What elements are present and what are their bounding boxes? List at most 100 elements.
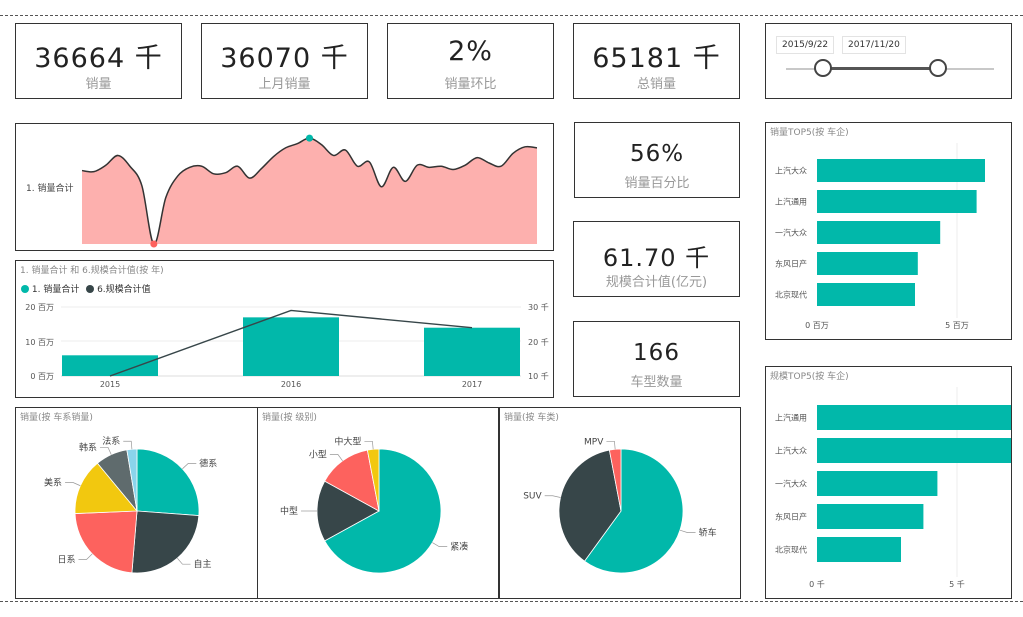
pie-label: 紧凑 xyxy=(450,541,468,553)
x-tick-label: 2017 xyxy=(462,380,482,389)
y-left-tick: 10 百万 xyxy=(25,338,54,347)
area-min-point[interactable] xyxy=(150,240,158,248)
kpi-label: 销量 xyxy=(85,77,112,92)
pie-leader-line xyxy=(99,446,112,455)
hbar[interactable] xyxy=(817,471,938,496)
combo-bar[interactable] xyxy=(243,317,339,376)
pie-brand-title: 销量(按 车系销量) xyxy=(20,413,93,423)
top5-scale-chart[interactable]: 规模TOP5(按 车企) 上汽通用 上汽大众 一汽大众 东风日产 北京现代 0 千 5 千 xyxy=(765,366,1012,599)
hbar-label: 北京现代 xyxy=(775,545,807,555)
kpi-card-total[interactable]: 65181 千 总销量 xyxy=(573,23,740,99)
pie-label: 小型 xyxy=(309,449,327,460)
pie-slice[interactable] xyxy=(136,448,200,517)
y-left-tick: 0 百万 xyxy=(30,372,54,381)
area-fill xyxy=(82,138,537,245)
pie-brand-chart[interactable]: 销量(按 车系销量) 德系 自主 日系 美系 韩系 法系 xyxy=(15,407,258,599)
x-tick-label: 2016 xyxy=(281,380,301,389)
end-date-input[interactable]: 2017/11/20 xyxy=(842,36,906,54)
pie-type-title: 销量(按 车类) xyxy=(504,413,559,423)
kpi-value: 61.70 千 xyxy=(602,244,711,272)
x-tick-label: 2015 xyxy=(100,380,120,389)
hbar-label: 一汽大众 xyxy=(775,479,807,489)
kpi-card-last-month[interactable]: 36070 千 上月销量 xyxy=(201,23,368,99)
kpi-value: 36664 千 xyxy=(34,43,163,74)
pie-slice[interactable] xyxy=(131,510,200,574)
pie-leader-line xyxy=(329,454,343,462)
hbar[interactable] xyxy=(817,537,901,562)
top5-sales-chart[interactable]: 销量TOP5(按 车企) 上汽大众 上汽通用 一汽大众 东风日产 北京现代 0 百万 5 百… xyxy=(765,122,1012,340)
pie-leader-line xyxy=(123,440,133,450)
hbar-label: 一汽大众 xyxy=(775,228,807,238)
pie-leader-line xyxy=(65,482,81,487)
kpi-value: 56% xyxy=(629,141,685,167)
area-max-point[interactable] xyxy=(306,134,313,142)
combo-chart-title: 1. 销量合计 和 6.规模合计值(按 年) xyxy=(20,266,164,276)
legend-dot-teal xyxy=(21,285,29,293)
y-left-tick: 20 百万 xyxy=(25,303,54,312)
date-range-slicer[interactable]: 2015/9/22 2017/11/20 xyxy=(765,23,1012,99)
pie-label: 轿车 xyxy=(699,527,717,539)
pie-label: 日系 xyxy=(57,554,75,565)
pie-label: 美系 xyxy=(44,476,62,488)
combo-legend: 1. 销量合计 6.规模合计值 xyxy=(21,282,151,295)
pie-leader-line xyxy=(606,440,616,450)
combo-bar[interactable] xyxy=(424,327,520,376)
pie-leader-line xyxy=(182,463,197,470)
slider-start-handle[interactable] xyxy=(814,59,833,77)
combo-bar[interactable] xyxy=(62,355,158,376)
kpi-card-share[interactable]: 56% 销量百分比 xyxy=(574,122,740,198)
hbar[interactable] xyxy=(817,504,924,529)
pie-label: 德系 xyxy=(199,457,217,469)
pie-leader-line xyxy=(679,529,696,533)
pie-label: MPV xyxy=(584,437,604,447)
sales-area-chart[interactable]: 1. 销量合计 xyxy=(15,123,554,251)
kpi-value: 2% xyxy=(448,36,493,67)
pie-slice[interactable] xyxy=(126,448,138,512)
hbar[interactable] xyxy=(817,283,915,306)
pie-label: 中大型 xyxy=(334,435,361,447)
kpi-card-sales[interactable]: 36664 千 销量 xyxy=(15,23,182,99)
top-dashed-border xyxy=(0,15,1023,16)
kpi-value: 36070 千 xyxy=(220,43,349,74)
hbar-label: 北京现代 xyxy=(775,290,807,300)
pie-leader-line xyxy=(78,553,93,560)
combo-line[interactable] xyxy=(109,309,473,377)
pie-label: 中型 xyxy=(280,505,298,517)
slider-selected-range xyxy=(823,67,938,70)
top5-sales-title: 销量TOP5(按 车企) xyxy=(770,128,849,138)
hbar[interactable] xyxy=(817,252,918,275)
kpi-card-models[interactable]: 166 车型数量 xyxy=(573,321,740,397)
hbar[interactable] xyxy=(817,405,1011,430)
pie-type-chart[interactable]: 销量(按 车类) 轿车 SUV MPV xyxy=(499,407,741,599)
kpi-label: 规模合计值(亿元) xyxy=(605,275,708,290)
legend-dot-dark xyxy=(86,285,95,293)
kpi-label: 销量环比 xyxy=(444,77,497,92)
slider-end-handle[interactable] xyxy=(928,59,947,77)
pie-leader-line xyxy=(364,440,374,450)
pie-slice[interactable] xyxy=(74,510,138,574)
kpi-value: 65181 千 xyxy=(592,43,721,74)
hbar[interactable] xyxy=(817,190,977,213)
x-tick-label: 0 百万 xyxy=(805,321,829,330)
y-right-tick: 10 千 xyxy=(528,371,549,381)
pie-level-chart[interactable]: 销量(按 级别) 紧凑 中型 小型 中大型 xyxy=(257,407,499,599)
kpi-card-scale[interactable]: 61.70 千 规模合计值(亿元) xyxy=(573,221,740,297)
hbar-label: 上汽通用 xyxy=(775,413,807,423)
kpi-card-mom[interactable]: 2% 销量环比 xyxy=(387,23,554,99)
start-date-input[interactable]: 2015/9/22 xyxy=(776,36,835,54)
pie-slice[interactable] xyxy=(324,449,380,512)
pie-leader-line xyxy=(177,557,191,565)
combo-year-chart[interactable]: 1. 销量合计 和 6.规模合计值(按 年) 1. 销量合计 6.规模合计值 2… xyxy=(15,260,554,398)
pie-label: 法系 xyxy=(102,435,120,447)
top5-scale-title: 规模TOP5(按 车企) xyxy=(770,372,849,382)
pie-slice[interactable] xyxy=(324,448,442,574)
hbar[interactable] xyxy=(817,221,941,244)
hbar-label: 东风日产 xyxy=(775,259,807,269)
kpi-label: 总销量 xyxy=(636,77,676,92)
pie-slice[interactable] xyxy=(74,462,138,514)
hbar[interactable] xyxy=(817,159,985,182)
pie-label: 自主 xyxy=(193,558,211,570)
pie-leader-line xyxy=(544,495,561,498)
area-series-label: 1. 销量合计 xyxy=(26,184,74,194)
hbar[interactable] xyxy=(817,438,1011,463)
